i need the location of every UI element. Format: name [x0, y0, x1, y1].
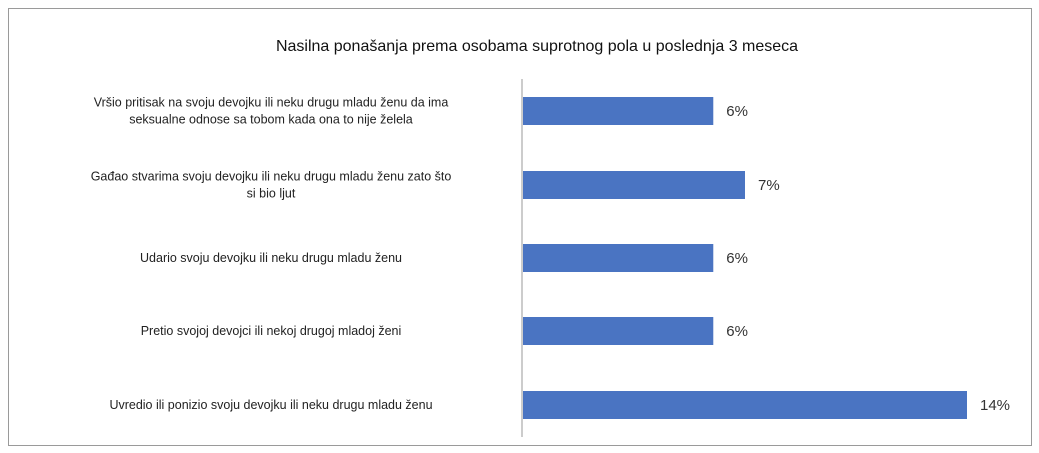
- data-label-3: 6%: [726, 250, 748, 267]
- category-label-2: Gađao stvarima svoju devojku ili neku dr…: [91, 170, 452, 201]
- bars-group: 6% Vršio pritisak na svoju devojku ili ne…: [91, 96, 1010, 419]
- category-label-3: Udario svoju devojku ili neku drugu mlad…: [140, 251, 402, 265]
- bar-5: [523, 391, 967, 419]
- category-label-line: Vršio pritisak na svoju devojku ili neku…: [94, 96, 449, 110]
- data-label-4: 6%: [726, 323, 748, 340]
- data-label-1: 6%: [726, 103, 748, 120]
- data-label-2: 7%: [758, 177, 780, 194]
- chart-title: Nasilna ponašanja prema osobama suprotno…: [276, 38, 798, 55]
- category-label-4: Pretio svojoj devojci ili nekoj drugoj m…: [141, 324, 402, 338]
- bar-4: [523, 317, 714, 345]
- bar-2: [523, 171, 745, 199]
- bar-3: [523, 244, 714, 272]
- category-label-line: Gađao stvarima svoju devojku ili neku dr…: [91, 170, 452, 184]
- category-label-line: seksualne odnose sa tobom kada ona to ni…: [129, 113, 413, 127]
- category-label-1: Vršio pritisak na svoju devojku ili neku…: [94, 96, 449, 127]
- chart-area: Nasilna ponašanja prema osobama suprotno…: [8, 8, 1032, 446]
- bar-1: [523, 97, 714, 125]
- category-label-line: Udario svoju devojku ili neku drugu mlad…: [140, 251, 402, 265]
- chart-svg: Nasilna ponašanja prema osobama suprotno…: [91, 38, 1010, 437]
- category-label-5: Uvredio ili ponizio svoju devojku ili ne…: [109, 398, 432, 412]
- data-label-5: 14%: [980, 397, 1010, 414]
- category-label-line: Pretio svojoj devojci ili nekoj drugoj m…: [141, 324, 402, 338]
- category-label-line: Uvredio ili ponizio svoju devojku ili ne…: [109, 398, 432, 412]
- category-label-line: si bio ljut: [247, 187, 296, 201]
